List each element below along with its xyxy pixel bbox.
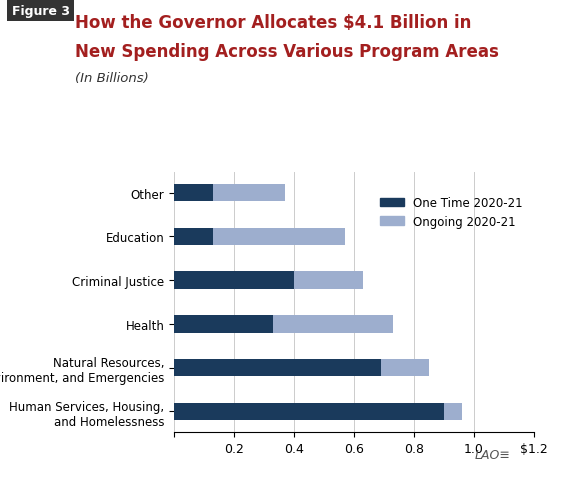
Bar: [444, 403, 462, 420]
Bar: [174, 403, 444, 420]
Text: LAO≡: LAO≡: [474, 448, 510, 461]
Bar: [174, 272, 294, 289]
Bar: [273, 315, 393, 333]
Legend: One Time 2020-21, Ongoing 2020-21: One Time 2020-21, Ongoing 2020-21: [376, 192, 528, 233]
Bar: [174, 185, 213, 202]
Bar: [380, 359, 429, 377]
Bar: [213, 185, 285, 202]
Text: How the Governor Allocates $4.1 Billion in: How the Governor Allocates $4.1 Billion …: [75, 14, 472, 32]
Text: (In Billions): (In Billions): [75, 72, 149, 85]
Bar: [174, 315, 273, 333]
Text: Figure 3: Figure 3: [12, 5, 70, 18]
Text: New Spending Across Various Program Areas: New Spending Across Various Program Area…: [75, 43, 499, 61]
Bar: [213, 228, 345, 246]
Bar: [294, 272, 363, 289]
Bar: [174, 228, 213, 246]
Bar: [174, 359, 380, 377]
